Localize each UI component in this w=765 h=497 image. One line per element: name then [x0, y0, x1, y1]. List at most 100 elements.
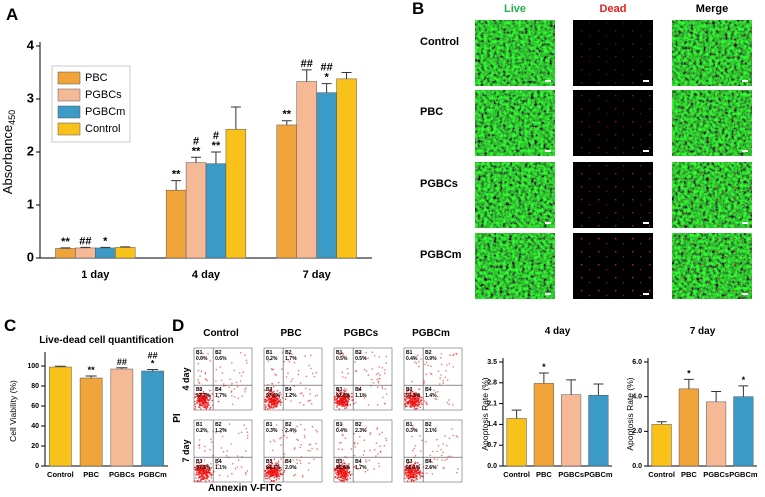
x-tick-label: Control	[648, 470, 675, 479]
event-dot	[202, 391, 205, 393]
event-dot	[343, 400, 346, 402]
event-dot	[199, 375, 201, 377]
quadrant-percent: 97.5%	[196, 465, 211, 471]
event-dot	[344, 398, 347, 401]
event-dot	[272, 406, 275, 409]
event-dot	[246, 434, 249, 437]
bar	[678, 388, 699, 467]
event-dot	[346, 474, 349, 477]
event-dot	[435, 427, 437, 430]
event-dot	[451, 428, 454, 430]
dead-stain	[573, 162, 653, 228]
event-dot	[430, 373, 433, 376]
scale-bar	[545, 80, 551, 82]
event-dot	[406, 466, 408, 469]
event-dot	[412, 390, 414, 393]
scale-bar	[643, 80, 649, 82]
event-dot	[414, 393, 416, 396]
event-dot	[228, 386, 230, 389]
event-dot	[284, 461, 287, 463]
event-dot	[231, 472, 233, 475]
event-dot	[343, 478, 345, 481]
event-dot	[416, 354, 419, 357]
event-dot	[339, 398, 342, 401]
event-dot	[201, 401, 203, 403]
row-label: PGBCm	[420, 249, 462, 261]
event-dot	[365, 461, 368, 463]
event-dot	[268, 472, 270, 475]
event-dot	[346, 467, 348, 470]
quadrant-percent: 2.3%	[355, 428, 367, 434]
event-dot	[273, 477, 276, 479]
event-dot	[264, 469, 266, 472]
event-dot	[197, 353, 200, 356]
event-dot	[270, 405, 273, 408]
event-dot	[204, 372, 207, 374]
event-dot	[412, 402, 415, 405]
event-dot	[283, 426, 286, 429]
event-dot	[236, 455, 239, 457]
event-dot	[288, 353, 291, 356]
event-dot	[345, 400, 347, 403]
column-header: Merge	[696, 3, 728, 15]
event-dot	[347, 467, 350, 469]
event-dot	[414, 471, 417, 474]
column-header: Dead	[600, 3, 627, 15]
event-dot	[209, 408, 211, 410]
event-dot	[194, 468, 197, 471]
event-dot	[205, 473, 207, 476]
event-dot	[344, 390, 347, 392]
significance-label: #	[193, 135, 199, 147]
y-tick-label: 4.0	[632, 394, 642, 401]
event-dot	[291, 353, 293, 355]
y-axis-label: Absorbance450	[0, 110, 17, 194]
event-dot	[275, 462, 277, 464]
error-bar	[191, 156, 202, 163]
event-dot	[238, 372, 241, 374]
event-dot	[303, 404, 305, 406]
event-dot	[424, 363, 427, 366]
event-dot	[204, 480, 207, 482]
event-dot	[444, 376, 447, 379]
y-axis-label-text: Apoptosis Rate (%)	[625, 377, 635, 450]
event-dot	[205, 464, 207, 467]
event-dot	[232, 463, 234, 465]
event-dot	[194, 396, 196, 399]
event-dot	[341, 392, 343, 394]
event-dot	[209, 406, 212, 409]
quadrant-percent: 0.6%	[215, 356, 227, 362]
error-bar	[341, 72, 352, 79]
event-dot	[292, 459, 295, 461]
event-dot	[421, 475, 424, 478]
dead-stain	[573, 233, 653, 299]
event-dot	[310, 354, 312, 357]
x-tick-label: 1 day	[81, 269, 110, 281]
event-dot	[280, 468, 283, 471]
significance-label: *	[324, 72, 329, 84]
quadrant-percent: 95.6%	[336, 465, 351, 471]
event-dot	[229, 378, 231, 381]
event-dot	[217, 464, 220, 466]
event-dot	[194, 403, 196, 406]
event-dot	[378, 377, 380, 380]
event-dot	[266, 477, 269, 480]
event-dot	[421, 403, 423, 406]
quadrant-percent: 2.6%	[425, 465, 437, 471]
event-dot	[341, 371, 344, 374]
event-dot	[273, 396, 275, 399]
y-axis-label: PI	[172, 413, 183, 423]
event-dot	[202, 478, 204, 480]
event-dot	[269, 390, 272, 392]
event-dot	[200, 430, 203, 432]
event-dot	[199, 387, 201, 389]
event-dot	[341, 405, 343, 408]
event-dot	[435, 398, 438, 401]
event-dot	[198, 402, 201, 404]
event-dot	[381, 387, 384, 390]
quadrant-percent: 1.1%	[355, 393, 367, 399]
event-dot	[337, 426, 340, 429]
significance-label: ##	[148, 351, 158, 361]
significance-label: **	[172, 169, 181, 181]
event-dot	[203, 469, 206, 472]
event-dot	[294, 467, 296, 470]
